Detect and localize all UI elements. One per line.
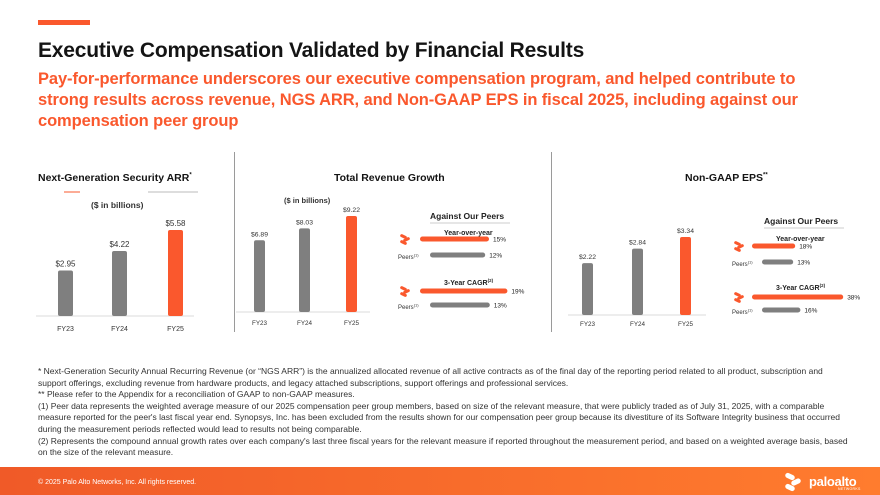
peer-group-note: (2) xyxy=(488,278,494,283)
accent-bar xyxy=(38,20,90,25)
company-bar xyxy=(420,288,508,294)
panel-divider xyxy=(234,152,235,332)
eps-panel-label: Non-GAAP EPS** xyxy=(685,172,768,184)
bar xyxy=(632,248,643,315)
peers-value-label: 13% xyxy=(494,303,507,310)
bar xyxy=(168,230,183,316)
eps-label-text: Non-GAAP EPS xyxy=(685,172,763,184)
footnote-peer-data: (1) Peer data represents the weighted av… xyxy=(38,400,840,434)
bar-value-label: $3.34 xyxy=(677,228,694,235)
bar-value-label: $6.89 xyxy=(251,231,268,238)
peers-bar xyxy=(430,302,490,308)
company-value-label: 15% xyxy=(493,237,506,244)
peer-group-title: 3-Year CAGR(2) xyxy=(444,278,494,287)
copyright: © 2025 Palo Alto Networks, Inc. All righ… xyxy=(38,479,197,486)
unit-label: ($ in billions) xyxy=(284,196,331,205)
x-tick-label: FY23 xyxy=(57,326,74,333)
eps-chart: $2.22 FY23 $2.84 FY24 $3.34 FY25 xyxy=(568,228,706,328)
company-bar xyxy=(752,294,844,300)
peers-title: Against Our Peers xyxy=(430,211,504,221)
peers-label: Peers(1) xyxy=(398,253,419,262)
x-tick-label: FY23 xyxy=(580,321,596,328)
x-tick-label: FY25 xyxy=(678,321,694,328)
x-tick-label: FY24 xyxy=(630,321,646,328)
peers-note: (1) xyxy=(414,253,420,258)
bar xyxy=(58,270,73,316)
peers-bar xyxy=(762,259,794,265)
revenue-panel-label: Total Revenue Growth xyxy=(334,172,445,184)
x-tick-label: FY24 xyxy=(297,320,313,327)
peers-bar xyxy=(762,307,801,313)
bar xyxy=(680,237,691,315)
company-logo-icon xyxy=(400,286,410,297)
company-value-label: 38% xyxy=(847,295,860,302)
peers-label: Peers(1) xyxy=(732,260,753,269)
footnote-cagr: (2) Represents the compound annual growt… xyxy=(38,435,848,458)
company-logo-icon xyxy=(734,241,744,252)
bar xyxy=(346,216,357,312)
footnote-gaap: ** Please refer to the Appendix for a re… xyxy=(38,389,355,400)
panel-divider xyxy=(551,152,552,332)
ngs-panel-label: Next-Generation Security ARR* xyxy=(38,172,192,184)
x-tick-label: FY25 xyxy=(344,320,360,327)
peers-value-label: 13% xyxy=(797,260,810,267)
peers-note: (1) xyxy=(748,308,754,313)
paloalto-logo-icon xyxy=(785,472,801,492)
x-tick-label: FY24 xyxy=(111,326,128,333)
peers-title: Against Our Peers xyxy=(764,216,838,226)
page-title: Executive Compensation Validated by Fina… xyxy=(38,39,585,62)
peers-note: (1) xyxy=(414,303,420,308)
company-logo-icon xyxy=(734,292,744,303)
peer-group-note: (2) xyxy=(820,283,826,288)
logo-text: paloalto xyxy=(809,474,857,489)
ngs-label-marker: * xyxy=(189,172,192,179)
bar xyxy=(299,228,310,312)
unit-label: ($ in billions) xyxy=(91,200,144,210)
bar-value-label: $2.84 xyxy=(629,240,646,247)
footer-bar xyxy=(0,467,880,495)
bar xyxy=(112,250,127,316)
bar xyxy=(254,240,265,312)
bar-value-label: $4.22 xyxy=(109,240,130,249)
peers-note: (1) xyxy=(748,260,754,265)
eps-label-marker: ** xyxy=(762,172,768,179)
bar-value-label: $2.95 xyxy=(55,260,76,269)
company-bar xyxy=(420,236,489,242)
bar xyxy=(582,263,593,315)
peers-bar xyxy=(430,252,486,258)
revenue-label-text: Total Revenue Growth xyxy=(334,172,445,184)
company-value-label: 19% xyxy=(511,289,524,296)
ngs-arr-chart: ($ in billions) $2.95 FY23 $4.22 FY24 $5.58 FY… xyxy=(36,191,198,333)
peers-value-label: 16% xyxy=(804,308,817,315)
logo-subtext: NETWORKS xyxy=(838,487,861,491)
footnotes: * Next-Generation Security Annual Recurr… xyxy=(38,366,850,459)
company-value-label: 18% xyxy=(799,244,812,251)
ngs-label-text: Next-Generation Security ARR xyxy=(38,172,190,184)
peers-label: Peers(1) xyxy=(732,308,753,317)
footnote-ngs: * Next-Generation Security Annual Recurr… xyxy=(38,366,823,388)
company-bar xyxy=(752,243,796,249)
peer-group-title: 3-Year CAGR(2) xyxy=(776,283,826,292)
bar-value-label: $5.58 xyxy=(165,219,186,228)
peers-label: Peers(1) xyxy=(398,303,419,312)
bar-value-label: $9.22 xyxy=(343,207,360,214)
page-subtitle: Pay-for-performance underscores our exec… xyxy=(38,70,798,130)
bar-value-label: $8.03 xyxy=(296,219,313,226)
x-tick-label: FY25 xyxy=(167,326,184,333)
company-logo-icon xyxy=(400,234,410,245)
bar-value-label: $2.22 xyxy=(579,254,596,261)
peers-value-label: 12% xyxy=(489,253,502,260)
peer-group-title: Year-over-year xyxy=(776,236,825,243)
revenue-chart: ($ in billions) $6.89 FY23 $8.03 FY24 $9.22 FY… xyxy=(236,196,370,327)
x-tick-label: FY23 xyxy=(252,320,268,327)
peer-group-title: Year-over-year xyxy=(444,230,493,237)
